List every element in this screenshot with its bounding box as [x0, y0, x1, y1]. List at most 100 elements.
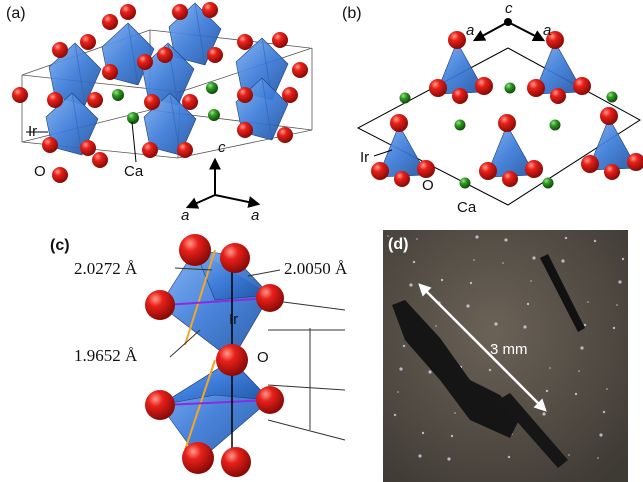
speck — [494, 322, 497, 325]
panel-label: (c) — [50, 237, 70, 254]
speck — [489, 369, 491, 371]
speck — [504, 238, 507, 241]
line — [170, 330, 200, 357]
oxygen-atom — [371, 162, 389, 180]
scale-label: 3 mm — [490, 341, 528, 358]
speck — [565, 237, 567, 239]
calcium-atom — [127, 112, 139, 124]
atom-label: Ir — [229, 311, 238, 328]
oxygen-atom — [42, 137, 58, 153]
speck — [622, 258, 624, 260]
axis-label: c — [505, 0, 513, 17]
oxygen-atom — [429, 79, 447, 97]
oxygen-atom — [157, 47, 173, 63]
line — [475, 22, 508, 40]
speck — [584, 324, 586, 326]
oxygen-atom — [502, 171, 518, 187]
oxygen-atom — [394, 171, 410, 187]
oxygen-atom — [120, 4, 136, 20]
atom-label: O — [422, 177, 434, 194]
figure: (a) Ir O Ca c a a (b) c a a Ir O Ca (c) … — [0, 0, 643, 482]
oxygen-atom — [80, 140, 96, 156]
oxygen-atom — [142, 142, 158, 158]
speck — [603, 411, 605, 413]
atom-label: O — [257, 349, 269, 366]
axis-label: a — [251, 207, 259, 224]
oxygen-atom — [390, 114, 408, 132]
calcium-atom — [505, 83, 516, 94]
speck — [399, 367, 402, 370]
calcium-atom — [206, 82, 218, 94]
speck — [451, 435, 453, 437]
calcium-atom — [455, 120, 466, 131]
speck — [413, 261, 415, 263]
speck — [409, 283, 412, 286]
speck — [597, 457, 599, 459]
speck — [435, 325, 437, 327]
atom-label: O — [34, 163, 46, 180]
oxygen-atom — [448, 31, 466, 49]
speck — [594, 240, 596, 242]
speck — [397, 391, 399, 393]
oxygen-atom — [177, 142, 193, 158]
speck — [613, 327, 615, 329]
oxygen-atom — [12, 87, 28, 103]
speck — [542, 412, 545, 415]
oxygen-atom — [92, 152, 108, 168]
speck — [502, 262, 504, 264]
line — [132, 122, 136, 162]
oxygen-atom — [52, 42, 68, 58]
oxygen-atom — [272, 32, 288, 48]
speck — [454, 412, 456, 414]
oxygen-atom — [172, 4, 188, 20]
oxygen-atom — [87, 92, 103, 108]
speck — [441, 279, 443, 281]
speck — [527, 303, 529, 305]
line — [188, 195, 215, 207]
structure-art — [12, 2, 643, 482]
speck — [475, 235, 478, 238]
bond-length: 1.9652 Å — [74, 346, 138, 365]
oxygen-atom — [237, 87, 253, 103]
oxygen-atom — [220, 243, 250, 273]
axis-label: c — [218, 139, 226, 156]
atom-label: Ca — [124, 163, 144, 180]
oxygen-atom — [277, 127, 293, 143]
speck — [530, 280, 532, 282]
axis-label: a — [466, 22, 474, 39]
line — [248, 270, 280, 276]
calcium-atom — [400, 93, 411, 104]
oxygen-atom — [581, 155, 599, 173]
panel-label: (a) — [6, 5, 26, 22]
oxygen-atom — [256, 284, 284, 312]
oxygen-atom — [573, 77, 591, 95]
speck — [549, 367, 551, 369]
line — [215, 195, 258, 204]
speck — [599, 433, 602, 436]
line — [268, 420, 345, 440]
calcium-atom — [543, 178, 554, 189]
speck — [428, 370, 431, 373]
oxygen-atom — [479, 162, 497, 180]
speck — [523, 325, 526, 328]
line — [268, 385, 345, 390]
oxygen-atom — [137, 54, 153, 70]
oxygen-atom — [292, 62, 308, 78]
oxygen-atom — [604, 164, 620, 180]
speck — [578, 370, 580, 372]
oxygen-atom — [527, 79, 545, 97]
speck — [532, 256, 535, 259]
oxygen-atom — [417, 160, 435, 178]
speck — [606, 388, 608, 390]
oxygen-atom — [179, 234, 211, 266]
speck — [616, 304, 618, 306]
oxygen-atom — [102, 64, 118, 80]
speck — [473, 259, 475, 261]
calcium-atom — [550, 120, 561, 131]
speck — [466, 304, 469, 307]
oxygen-atom — [237, 122, 253, 138]
panel-label: (b) — [342, 5, 362, 22]
oxygen-atom — [237, 34, 253, 50]
speck — [447, 457, 450, 460]
calcium-atom — [607, 92, 618, 103]
